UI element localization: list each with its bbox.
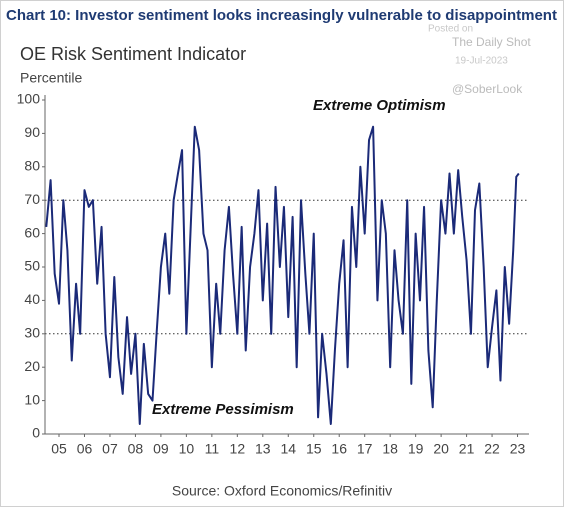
x-tick-label: 21 [459, 441, 475, 457]
y-tick-label: 70 [24, 191, 40, 207]
y-tick-label: 40 [24, 291, 40, 307]
x-tick-label: 10 [179, 441, 195, 457]
y-tick-label: 100 [17, 91, 41, 107]
watermark: The Daily Shot [452, 35, 531, 49]
x-tick-label: 05 [51, 441, 67, 457]
series-line [45, 125, 520, 425]
x-tick-label: 11 [205, 441, 220, 457]
y-tick-label: 10 [24, 391, 40, 407]
x-tick-label: 18 [382, 441, 398, 457]
x-tick-label: 09 [153, 441, 169, 457]
y-axis-label: Percentile [20, 70, 82, 86]
x-tick-label: 14 [280, 441, 296, 457]
watermark: 19-Jul-2023 [455, 56, 508, 67]
x-tick-label: 07 [102, 441, 118, 457]
watermark: Posted on [428, 24, 473, 35]
chart-title: Chart 10: Investor sentiment looks incre… [6, 7, 557, 24]
x-tick-label: 06 [77, 441, 93, 457]
x-tick-label: 20 [433, 441, 449, 457]
x-tick-label: 16 [331, 441, 347, 457]
x-tick-label: 17 [357, 441, 373, 457]
y-tick-label: 50 [24, 258, 40, 274]
x-tick-label: 19 [408, 441, 424, 457]
y-tick-label: 30 [24, 325, 40, 341]
y-tick-label: 0 [32, 425, 40, 441]
watermark: @SoberLook [452, 82, 523, 96]
annotation: Extreme Pessimism [152, 401, 294, 418]
x-tick-label: 23 [510, 441, 526, 457]
x-tick-label: 08 [128, 441, 144, 457]
subtitle: OE Risk Sentiment Indicator [20, 44, 246, 64]
source: Source: Oxford Economics/Refinitiv [172, 483, 392, 499]
annotation: Extreme Optimism [313, 97, 446, 114]
y-tick-label: 90 [24, 124, 40, 140]
x-tick-label: 12 [230, 441, 246, 457]
x-tick-label: 22 [484, 441, 500, 457]
y-tick-label: 60 [24, 224, 40, 240]
y-tick-label: 80 [24, 158, 40, 174]
x-tick-label: 13 [255, 441, 271, 457]
y-tick-label: 20 [24, 358, 40, 374]
x-tick-label: 15 [306, 441, 322, 457]
